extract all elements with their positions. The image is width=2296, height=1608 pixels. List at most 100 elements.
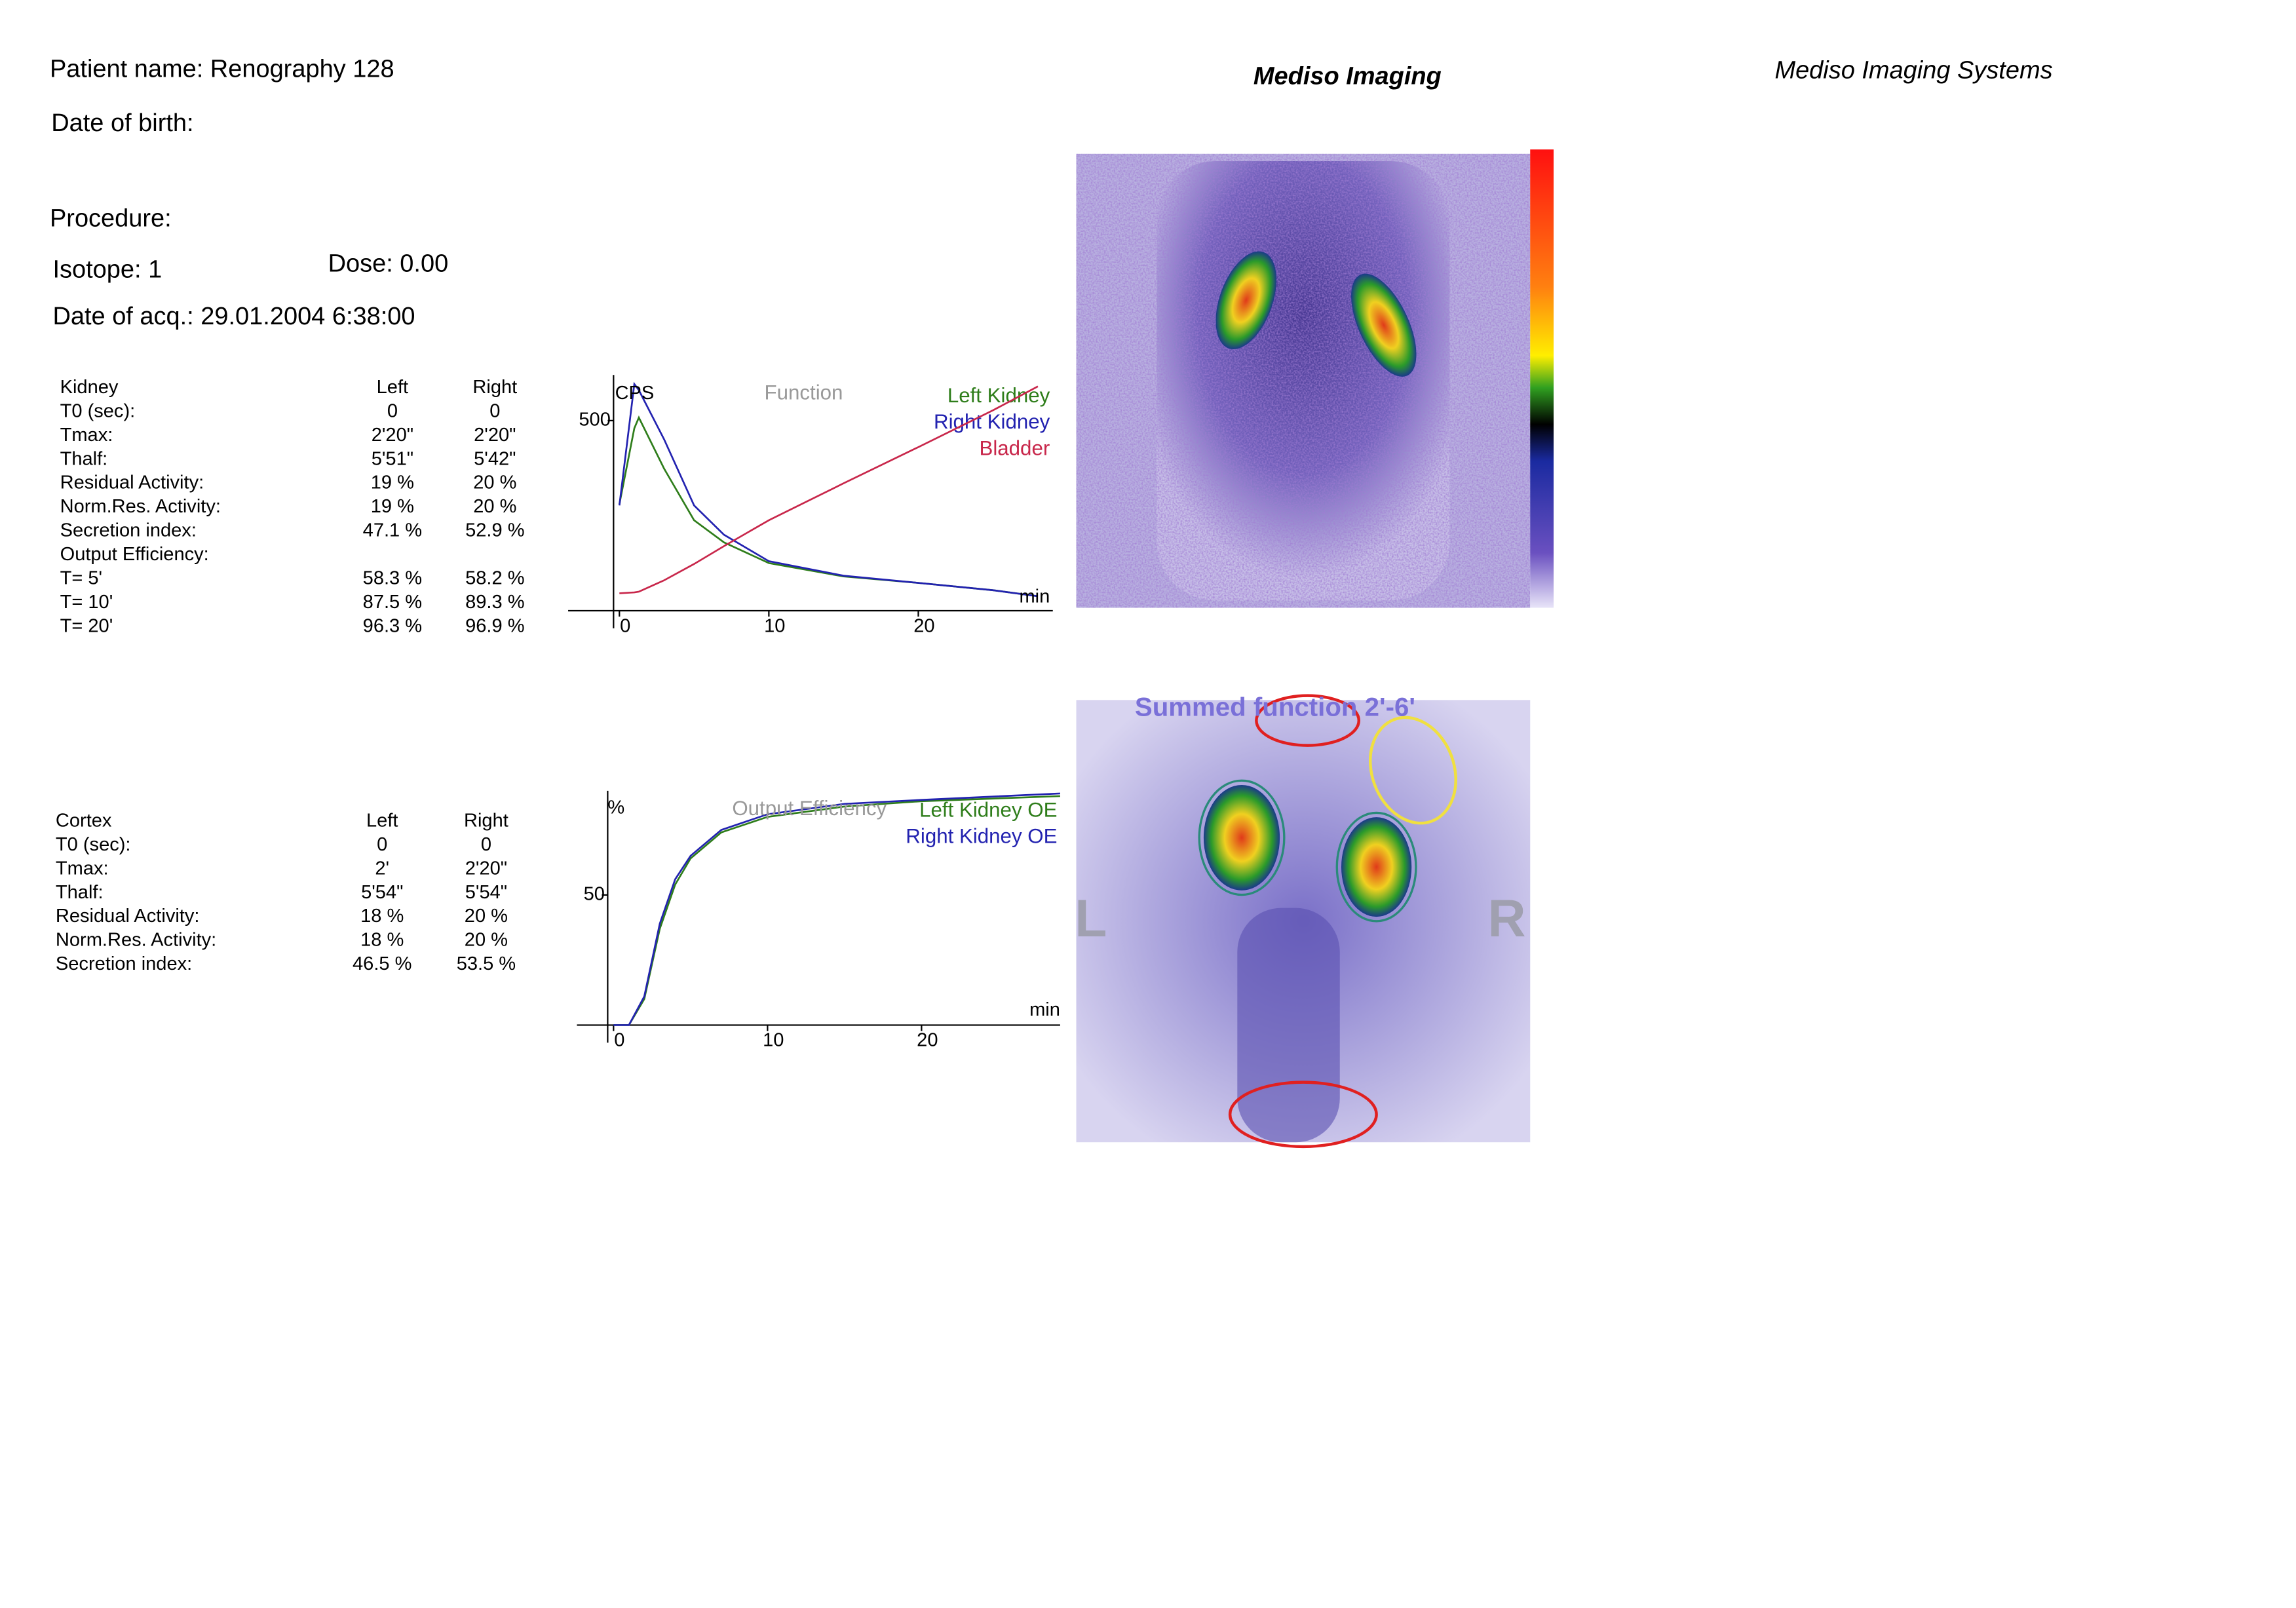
table-value: 2'20" [474,425,516,446]
table-value: Right [464,810,508,831]
table-value: 20 % [473,472,516,493]
chart: 0 10 20 50 Left Kidney OE Right Kidney OE Outp… [577,790,1060,1051]
roi-background [1255,694,1361,747]
kidney-right [1341,817,1412,917]
table-value: 20 % [473,496,516,517]
series-line [613,792,1060,1026]
date-of-birth: Date of birth: [51,109,193,137]
x-tick-label: 0 [620,615,630,636]
x-tick-label: 20 [913,615,934,636]
dose: Dose: 0.00 [328,250,449,278]
table-label: Tmax: [60,425,113,446]
roi-right [1335,811,1417,923]
roi-background [1368,716,1457,825]
table-label: T= 5' [60,567,102,588]
date-of-acq: Date of acq.: 29.01.2004 6:38:00 [52,303,415,330]
color-scale [1530,149,1554,608]
table-value: Left [366,810,398,831]
table-value: 52.9 % [465,520,524,541]
table-value: 0 [377,834,387,855]
x-tick-label: 0 [614,1030,624,1051]
scan-bottom: Summed function 2'-6' L R [1075,692,1531,1149]
chart-annotation: Output Efficiency [732,797,887,820]
table-label: Secretion index: [56,953,192,974]
x-tick-label: 10 [763,1030,784,1051]
table-label: Tmax: [56,858,109,879]
table-value: 2'20" [465,858,507,879]
table-value: 0 [481,834,491,855]
scan-bladder-region [1237,908,1340,1143]
table-label: Norm.Res. Activity: [56,930,216,951]
kidney-left [1203,784,1280,890]
table-value: 87.5 % [363,592,422,613]
table-label: T= 10' [60,592,113,613]
table-value: 19 % [371,496,414,517]
table-value: 47.1 % [363,520,422,541]
table-value: Left [377,377,408,398]
table-value: 46.5 % [353,953,411,974]
table-value: 89.3 % [465,592,524,613]
legend-entry: Left Kidney [947,384,1050,407]
table-value: 0 [387,400,398,421]
company: Mediso Imaging [1253,63,1442,90]
scan-top [1076,149,1554,608]
chart-annotation: Function [765,381,843,404]
table-value: 20 % [465,906,508,927]
kidney-left [1215,251,1277,350]
x-tick-label: 20 [917,1030,938,1051]
table-value: 5'42" [474,448,516,469]
summed-label: Summed function 2'-6' [1135,692,1415,721]
x-tick-label: 10 [764,615,785,636]
table-value: 2'20" [372,425,413,446]
y-tick-label: 500 [579,410,610,431]
kidney-right [1351,273,1417,377]
table-label: Thalf: [56,882,104,903]
table-value: 5'54" [465,882,507,903]
table-value: Right [472,377,517,398]
table-value: 0 [489,400,500,421]
y-axis-label: % [607,797,624,818]
legend-entry: Right Kidney [934,410,1050,433]
right-marker: R [1487,889,1525,948]
table-label: Secretion index: [60,520,197,541]
x-axis-label: min [1029,999,1060,1020]
x-axis-label: min [1019,586,1050,607]
table-value: 58.3 % [363,567,422,588]
table-value: 96.9 % [465,615,524,636]
table-value: 20 % [465,930,508,951]
scan-noise [1076,153,1531,608]
table-value: 18 % [360,906,404,927]
table-label: Residual Activity: [60,472,204,493]
patient-name: Patient name: Renography 128 [50,55,394,83]
roi-left [1198,779,1286,896]
legend-entry: Bladder [979,436,1050,459]
roi-bladder [1228,1081,1378,1149]
table-value: 19 % [371,472,414,493]
chart: 0 10 20 500 Left Kidney Right Kidney Bladder Fu… [568,375,1053,636]
series-line [619,385,1039,594]
table-value: 18 % [360,930,404,951]
table-value: 5'51" [372,448,413,469]
table-value: 58.2 % [465,567,524,588]
table-label: T0 (sec): [60,400,136,421]
table-label: Thalf: [60,448,108,469]
legend-entry: Left Kidney OE [919,798,1057,821]
table-label: T= 20' [60,615,113,636]
left-marker: L [1075,889,1107,948]
series-line [618,415,1039,598]
table-label: Residual Activity: [56,906,200,927]
table-value: 96.3 % [363,615,422,636]
table-label: Output Efficiency: [60,544,209,565]
table-label: Kidney [60,377,119,398]
series-line [618,381,1039,598]
table-label: Cortex [56,810,112,831]
y-axis-label: CPS [615,383,655,404]
y-tick-label: 50 [584,883,605,904]
table-label: Norm.Res. Activity: [60,496,221,517]
procedure: Procedure: [50,204,172,232]
table-label: T0 (sec): [56,834,131,855]
table-value: 5'54" [361,882,403,903]
legend-entry: Right Kidney OE [906,825,1057,848]
